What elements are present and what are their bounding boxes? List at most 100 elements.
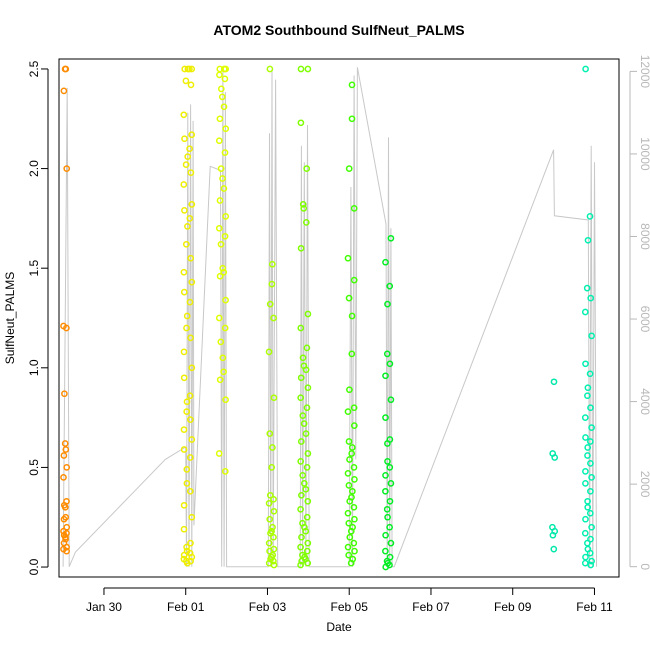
- data-point: [220, 368, 227, 376]
- data-point: [386, 497, 394, 505]
- data-point: [302, 485, 310, 493]
- data-point: [302, 430, 310, 437]
- data-point: [188, 553, 196, 561]
- data-point: [581, 414, 589, 421]
- data-point: [60, 452, 68, 459]
- data-point: [188, 513, 196, 521]
- data-point: [584, 539, 591, 547]
- data-point: [351, 547, 358, 555]
- data-point: [586, 509, 594, 517]
- data-point: [215, 450, 223, 457]
- data-point: [297, 543, 304, 551]
- data-point: [183, 466, 191, 473]
- data-point: [270, 314, 277, 322]
- data-point: [60, 87, 68, 95]
- series-3: [265, 65, 278, 569]
- data-point: [298, 491, 305, 499]
- data-point: [382, 487, 389, 495]
- data-point: [299, 354, 307, 362]
- data-point: [268, 464, 276, 471]
- data-point: [382, 547, 389, 555]
- data-point: [588, 332, 595, 340]
- data-point: [582, 480, 589, 487]
- data-point: [550, 378, 558, 386]
- data-point: [584, 392, 591, 400]
- data-point: [216, 71, 223, 79]
- data-point: [183, 480, 191, 487]
- data-point: [63, 165, 71, 172]
- data-point: [586, 549, 594, 557]
- data-point: [217, 85, 225, 93]
- data-point: [270, 495, 277, 503]
- data-point: [187, 416, 194, 423]
- data-point: [217, 165, 225, 172]
- data-point: [582, 468, 589, 475]
- data-point: [550, 545, 558, 553]
- data-point: [347, 527, 355, 535]
- data-point: [297, 561, 304, 569]
- data-point: [348, 350, 356, 358]
- data-point: [61, 440, 69, 447]
- data-point: [222, 65, 230, 73]
- data-point: [180, 446, 188, 453]
- data-point: [582, 553, 589, 561]
- data-point: [300, 205, 308, 212]
- data-point: [349, 487, 356, 495]
- data-point: [269, 444, 276, 451]
- data-point: [350, 422, 358, 429]
- data-point: [346, 497, 354, 505]
- data-point: [582, 360, 589, 368]
- data-point: [344, 408, 352, 415]
- y2-tick-label: 2000: [638, 471, 650, 498]
- data-point: [345, 294, 353, 302]
- y-tick-label: 1.5: [27, 260, 41, 277]
- y-tick-label: 1.0: [27, 359, 41, 376]
- data-point: [180, 374, 188, 382]
- data-point: [304, 539, 312, 547]
- chart-title: ATOM2 Southbound SulfNeut_PALMS: [213, 22, 464, 38]
- data-point: [63, 547, 70, 555]
- data-point: [180, 268, 188, 276]
- data-point: [183, 312, 191, 320]
- data-point: [180, 181, 188, 188]
- data-point: [382, 258, 389, 266]
- data-point: [221, 324, 229, 332]
- data-point: [216, 376, 224, 384]
- data-point: [188, 436, 196, 443]
- data-point: [300, 420, 308, 427]
- data-point: [303, 344, 311, 352]
- data-point: [182, 240, 190, 248]
- data-point: [584, 503, 592, 511]
- data-point: [303, 464, 311, 471]
- y-tick-label: 2.5: [27, 60, 41, 77]
- data-point: [582, 434, 589, 441]
- altitude-layer: [62, 67, 597, 568]
- data-point: [180, 501, 188, 509]
- data-point: [586, 213, 594, 220]
- data-point: [297, 458, 305, 465]
- data-point: [187, 539, 194, 547]
- data-point: [182, 161, 190, 168]
- data-point: [387, 539, 395, 547]
- data-point: [298, 557, 306, 565]
- data-point: [266, 515, 274, 523]
- data-point: [222, 213, 230, 220]
- data-point: [300, 480, 308, 487]
- data-point: [584, 384, 592, 392]
- data-point: [217, 338, 225, 346]
- data-point: [297, 244, 305, 252]
- data-point: [345, 519, 353, 527]
- data-point: [303, 547, 311, 555]
- data-point: [304, 497, 312, 505]
- data-point: [215, 137, 223, 145]
- y-tick-label: 2.0: [27, 160, 41, 177]
- data-point: [60, 515, 68, 523]
- data-point: [344, 543, 352, 551]
- data-point: [386, 464, 394, 471]
- data-point: [549, 531, 557, 539]
- x-tick-label: Jan 30: [86, 600, 122, 614]
- data-point: [269, 523, 276, 531]
- data-point: [344, 254, 352, 262]
- data-point: [186, 298, 194, 306]
- data-point: [265, 348, 273, 356]
